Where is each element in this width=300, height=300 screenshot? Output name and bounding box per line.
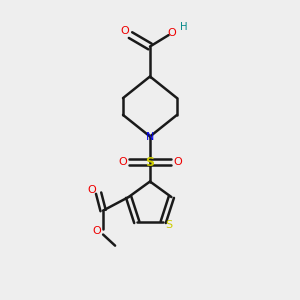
Text: H: H	[180, 22, 188, 32]
Text: S: S	[165, 220, 172, 230]
Text: O: O	[168, 28, 177, 38]
Text: O: O	[173, 157, 182, 167]
Text: O: O	[93, 226, 101, 236]
Text: O: O	[120, 26, 129, 37]
Text: N: N	[146, 131, 154, 142]
Text: S: S	[146, 155, 154, 169]
Text: O: O	[118, 157, 127, 167]
Text: O: O	[88, 185, 96, 195]
